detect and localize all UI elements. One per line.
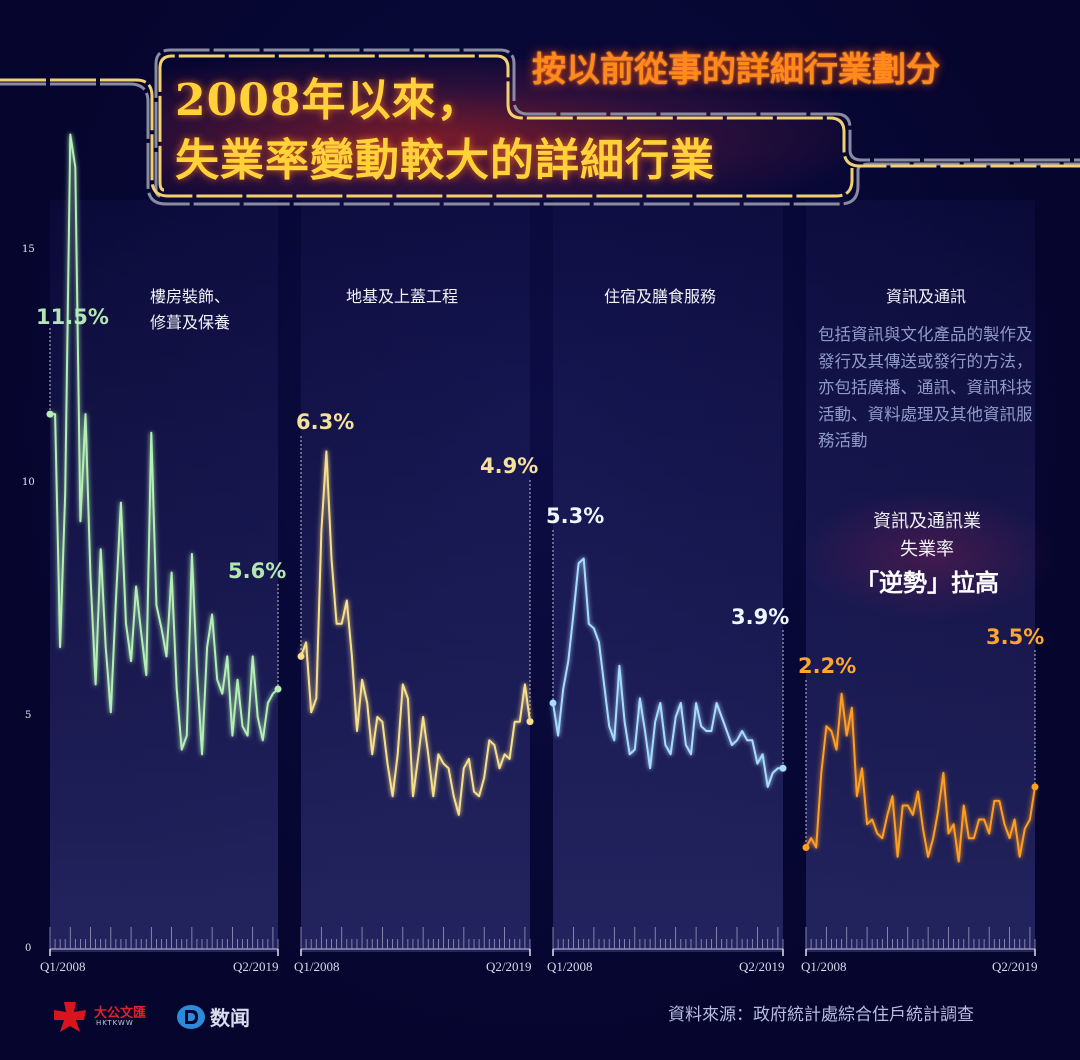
y-tick-15: 15 [22, 244, 35, 255]
panel2-x-start: Q1/2008 [294, 959, 340, 974]
logo1-name: 大公文匯 [94, 1006, 147, 1021]
panel-background-3 [553, 200, 783, 952]
panel3-x-start: Q1/2008 [547, 959, 593, 974]
callout-glow [800, 490, 1060, 620]
flower-logo-icon [54, 1002, 86, 1032]
main-title-line1: 2008年以來， [175, 75, 482, 126]
y-tick-0: 0 [25, 943, 32, 954]
panel-title-1-line2: 修葺及保養 [149, 313, 230, 332]
series-line-3 [552, 557, 783, 788]
data-source: 資料來源：政府統計處綜合住戶統計調查 [668, 1005, 974, 1025]
d-logo-icon [177, 1005, 205, 1029]
callout-line2: 失業率 [900, 539, 954, 560]
series-line-2 [300, 450, 531, 816]
y-tick-10: 10 [22, 477, 35, 488]
subtitle: 按以前從事的詳細行業劃分 [532, 50, 940, 90]
panel2-start-value: 6.3% [296, 410, 355, 434]
panel1-x-start: Q1/2008 [40, 959, 86, 974]
main-title-line2: 失業率變動較大的詳細行業 [175, 135, 715, 186]
panel-title-4: 資訊及通訊 [885, 287, 966, 306]
panel3-end-value: 3.9% [731, 605, 790, 629]
y-tick-5: 5 [25, 710, 32, 721]
ict-description: 包括資訊與文化產品的製作及發行及其傳送或發行的方法，亦包括廣播、通訊、資訊科技活… [818, 325, 1033, 450]
endpoint-dot [274, 685, 282, 693]
logo1-sub: HKTKWW [96, 1019, 134, 1027]
title-frame [0, 48, 1080, 206]
endpoint-dot [1031, 783, 1039, 791]
hktkww-logo: 大公文匯 HKTKWW [50, 1000, 160, 1034]
endpoint-dot [46, 410, 54, 418]
panel3-x-end: Q2/2019 [739, 959, 785, 974]
title-glow [160, 60, 840, 200]
panel-title-1-line1: 樓房裝飾、 [149, 287, 230, 306]
panel2-x-end: Q2/2019 [486, 959, 532, 974]
callout-line3: 「逆勢」拉高 [855, 569, 999, 597]
panel3-start-value: 5.3% [546, 504, 605, 528]
series-line-4 [805, 692, 1036, 863]
panel1-end-value: 5.6% [228, 559, 287, 583]
panel4-start-value: 2.2% [798, 654, 857, 678]
endpoint-dot [526, 718, 534, 726]
panel-background-2 [301, 200, 530, 952]
endpoint-dot [779, 764, 787, 772]
series-line-1 [50, 133, 279, 756]
panel1-x-end: Q2/2019 [233, 959, 279, 974]
endpoint-dot [297, 652, 305, 660]
panel-title-2: 地基及上蓋工程 [345, 287, 458, 306]
panel2-end-value: 4.9% [480, 454, 539, 478]
endpoint-dot [802, 843, 810, 851]
panel-background-1 [50, 200, 278, 952]
ict-callout: 資訊及通訊業 失業率 「逆勢」拉高 [822, 508, 1032, 602]
panel4-x-end: Q2/2019 [992, 959, 1038, 974]
endpoint-dot [549, 699, 557, 707]
callout-line1: 資訊及通訊業 [873, 511, 981, 532]
shuwen-logo: 数闻 [176, 1000, 266, 1034]
panel-title-1: 樓房裝飾、 修葺及保養 [120, 284, 260, 336]
panel-background-4 [806, 200, 1035, 952]
panel-title-3: 住宿及膳食服務 [603, 287, 716, 306]
panel1-start-value: 11.5% [36, 305, 109, 329]
panel4-x-start: Q1/2008 [801, 959, 847, 974]
panel4-end-value: 3.5% [986, 625, 1045, 649]
logo2-name: 数闻 [210, 1006, 250, 1030]
